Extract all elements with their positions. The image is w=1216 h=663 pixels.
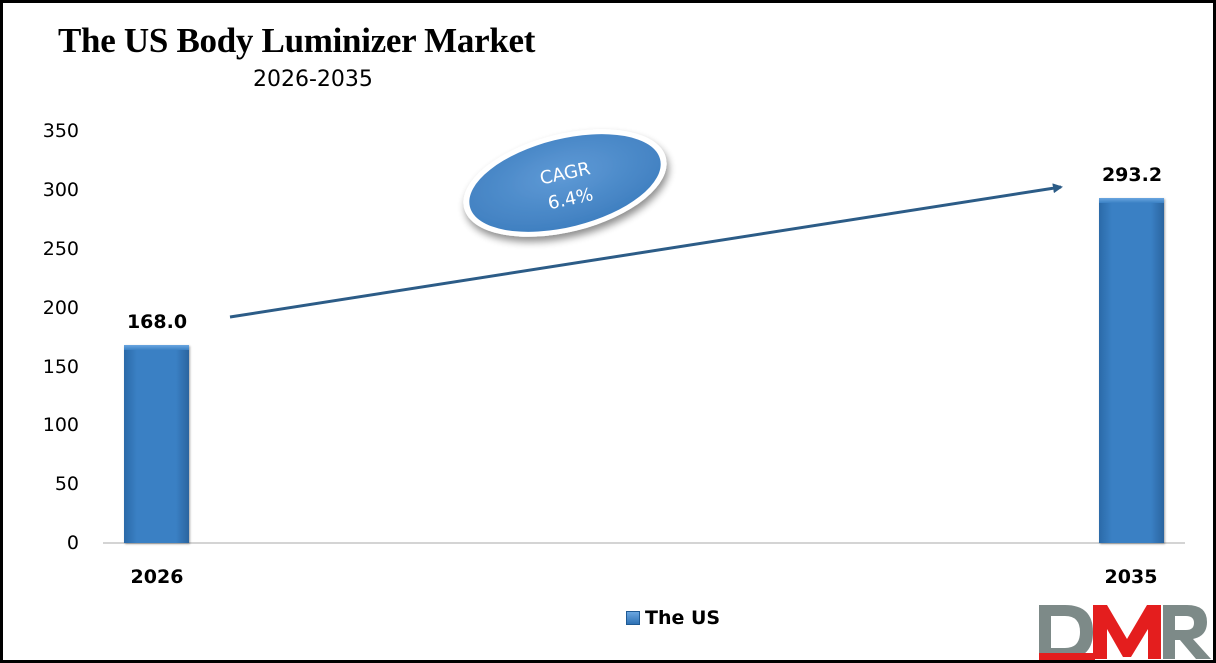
x-axis-line [103,542,1185,544]
y-tick-250: 250 [42,238,79,260]
y-tick-50: 50 [54,473,79,495]
growth-arrow-icon [229,183,1063,319]
dmr-logo-icon [1039,605,1211,660]
bar-2026 [124,345,189,543]
data-label-2026: 168.0 [126,311,188,333]
x-label-2026: 2026 [130,566,184,588]
y-tick-150: 150 [42,356,79,378]
legend: The US [626,607,720,629]
cagr-ellipse-icon [463,129,667,237]
legend-swatch-icon [626,611,640,625]
chart-subtitle: 2026-2035 [253,67,373,92]
y-tick-300: 300 [42,179,79,201]
x-label-2035: 2035 [1104,566,1158,588]
y-tick-350: 350 [42,120,79,142]
chart-title: The US Body Luminizer Market [58,21,536,60]
bar-2035 [1099,198,1164,543]
legend-label: The US [645,607,721,629]
cagr-annotation [229,129,1063,319]
y-tick-0: 0 [66,532,79,554]
y-tick-200: 200 [42,297,79,319]
data-label-2035: 293.2 [1101,164,1163,186]
y-tick-100: 100 [42,414,79,436]
